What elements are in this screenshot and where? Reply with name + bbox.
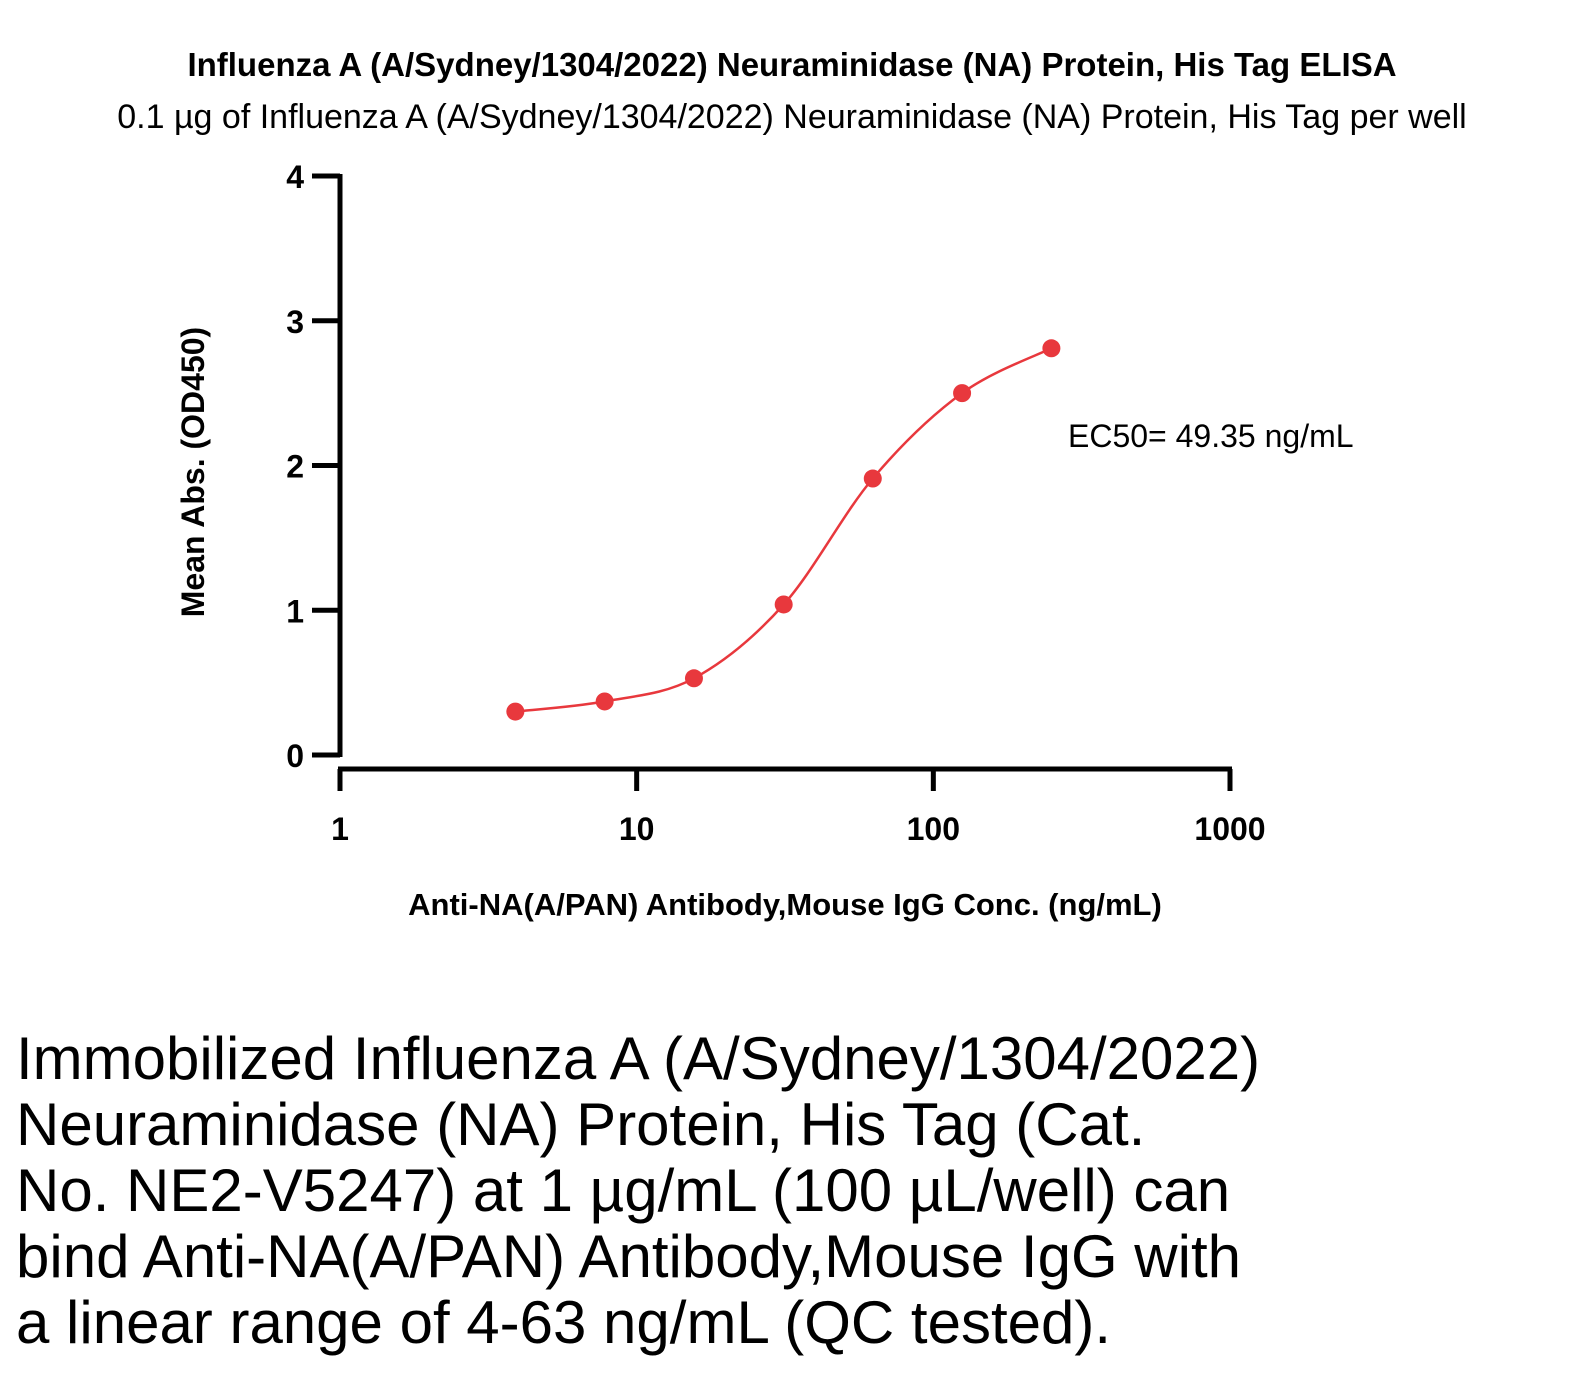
fit-curve-layer (515, 347, 1052, 713)
data-point (595, 692, 614, 711)
data-point (863, 469, 882, 488)
x-tick-label: 1 (331, 811, 349, 847)
y-tick-label: 0 (286, 738, 304, 774)
y-tick-label: 4 (286, 159, 304, 195)
x-tick-label: 10 (619, 811, 655, 847)
chart-axes: 0 1 2 3 4 1 10 100 1000 (286, 159, 1265, 847)
chart-subtitle: 0.1 µg of Influenza A (A/Sydney/1304/202… (117, 98, 1467, 136)
y-tick-label: 3 (286, 304, 304, 340)
caption-line: a linear range of 4-63 ng/mL (QC tested)… (16, 1289, 1111, 1356)
caption-line: Immobilized Influenza A (A/Sydney/1304/2… (16, 1025, 1261, 1092)
x-tick-label: 1000 (1194, 811, 1265, 847)
y-axis-label: Mean Abs. (OD450) (175, 327, 211, 617)
data-point (1042, 339, 1061, 358)
elisa-chart: 0 1 2 3 4 1 10 100 1000 Mean Abs. (OD450) Anti-N… (175, 159, 1354, 922)
ec50-annotation: EC50= 49.35 ng/mL (1068, 418, 1354, 454)
y-tick-label: 1 (286, 593, 304, 629)
caption-line: No. NE2-V5247) at 1 µg/mL (100 µL/well) … (16, 1157, 1231, 1224)
x-axis-label: Anti-NA(A/PAN) Antibody,Mouse IgG Conc. … (408, 887, 1162, 922)
x-tick-label: 100 (907, 811, 960, 847)
caption-line: bind Anti-NA(A/PAN) Antibody,Mouse IgG w… (16, 1223, 1241, 1290)
fit-curve (515, 347, 1052, 713)
data-point (506, 702, 525, 721)
figure-caption: Immobilized Influenza A (A/Sydney/1304/2… (16, 1026, 1556, 1356)
y-tick-label: 2 (286, 449, 304, 485)
chart-title: Influenza A (A/Sydney/1304/2022) Neurami… (187, 46, 1397, 83)
data-points-layer (506, 339, 1061, 721)
data-point (953, 384, 972, 403)
caption-line: Neuraminidase (NA) Protein, His Tag (Cat… (16, 1091, 1146, 1158)
data-point (774, 595, 793, 614)
data-point (684, 669, 703, 688)
